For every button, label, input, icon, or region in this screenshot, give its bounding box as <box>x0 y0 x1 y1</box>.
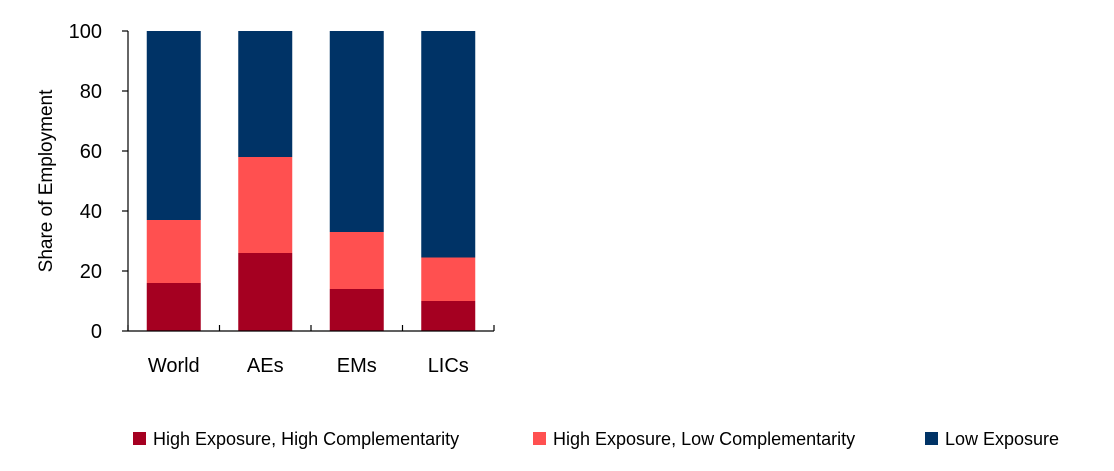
bar-ems-series-1 <box>329 289 384 331</box>
bar-aes-series-1 <box>238 253 293 331</box>
legend-label: Low Exposure <box>945 429 1059 449</box>
category-label: EMs <box>337 355 377 377</box>
bar-lics-series-3 <box>421 31 476 258</box>
y-tick-label: 100 <box>69 21 102 43</box>
bars-group: World AEs EMs LICs <box>146 31 476 377</box>
legend: High Exposure, High Complementarity High … <box>133 429 1059 449</box>
y-tick-label: 20 <box>80 261 102 283</box>
bar-ems-series-2 <box>329 232 384 289</box>
legend-label: High Exposure, High Complementarity <box>153 429 459 449</box>
y-tick-label: 40 <box>80 201 102 223</box>
category-label: LICs <box>428 355 469 377</box>
legend-swatch <box>533 432 546 445</box>
bar-aes-series-2 <box>238 157 293 253</box>
y-tick-label: 60 <box>80 141 102 163</box>
legend-swatch <box>925 432 938 445</box>
legend-swatch <box>133 432 146 445</box>
category-label: World <box>148 355 200 377</box>
legend-label: High Exposure, Low Complementarity <box>553 429 855 449</box>
bar-ems-series-3 <box>329 31 384 232</box>
category-label: AEs <box>247 355 284 377</box>
bar-world-series-2 <box>146 220 201 283</box>
bar-lics-series-2 <box>421 257 476 301</box>
y-tick-label: 0 <box>91 321 102 343</box>
y-axis-title: Share of Employment <box>36 89 57 272</box>
bar-lics-series-1 <box>421 301 476 331</box>
bar-world-series-1 <box>146 283 201 331</box>
y-tick-label: 80 <box>80 81 102 103</box>
axes-group: 0 20 40 60 80 100 <box>69 21 495 343</box>
bar-world-series-3 <box>146 31 201 220</box>
bar-aes-series-3 <box>238 31 293 157</box>
